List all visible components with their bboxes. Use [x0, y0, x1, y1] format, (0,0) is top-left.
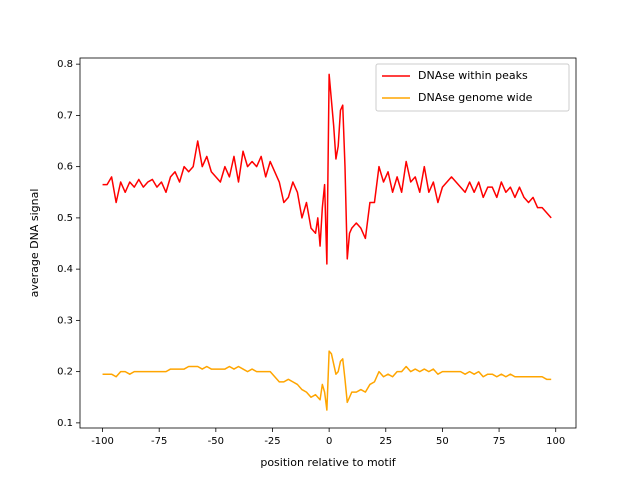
x-tick-label: -25 — [264, 436, 280, 447]
y-tick-label: 0.4 — [57, 264, 73, 275]
y-tick-label: 0.8 — [57, 59, 73, 70]
legend-box — [375, 63, 570, 112]
y-tick-label: 0.7 — [57, 110, 73, 121]
y-tick-label: 0.1 — [57, 418, 73, 429]
x-axis-label: position relative to motif — [260, 456, 396, 469]
y-tick-label: 0.2 — [57, 367, 73, 378]
x-tick-label: 0 — [326, 436, 332, 447]
y-tick-label: 0.5 — [57, 213, 73, 224]
x-tick-label: -75 — [151, 436, 167, 447]
x-tick-label: 75 — [493, 436, 506, 447]
y-axis-label: average DNA signal — [28, 189, 41, 298]
plot-frame — [79, 57, 577, 429]
y-tick-label: 0.3 — [57, 315, 73, 326]
x-tick-label: 100 — [546, 436, 565, 447]
x-tick-label: 25 — [379, 436, 392, 447]
y-tick-label: 0.6 — [57, 162, 73, 173]
x-tick-label: 50 — [436, 436, 449, 447]
legend-label: DNAse genome wide — [418, 91, 533, 104]
x-tick-label: -50 — [208, 436, 224, 447]
x-tick-label: -100 — [91, 436, 114, 447]
legend-label: DNAse within peaks — [418, 69, 528, 82]
data-line — [102, 350, 552, 411]
data-line — [102, 73, 552, 265]
